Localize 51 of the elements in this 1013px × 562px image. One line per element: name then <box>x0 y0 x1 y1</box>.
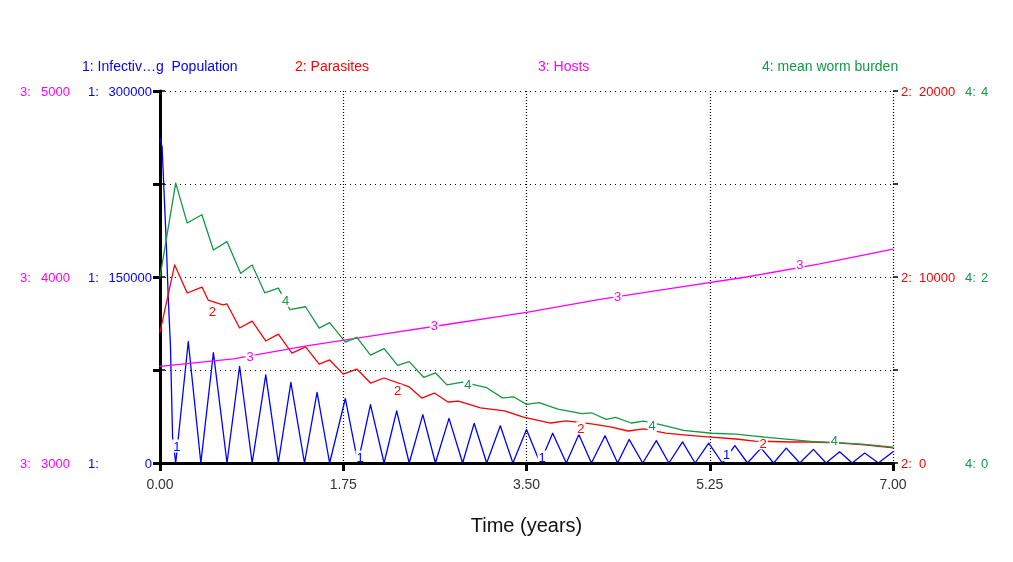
y-tick-label: 4 <box>981 83 989 99</box>
text: 1: <box>88 83 99 99</box>
y-tick-label: 2 <box>981 269 989 285</box>
y-tick-label: 150000 <box>108 269 152 285</box>
y-tick-label: 0 <box>144 455 152 471</box>
annotation: 4 <box>282 292 290 308</box>
line-series <box>159 248 894 367</box>
y3-tick-label: 4000 <box>41 269 70 285</box>
annotation: 3 <box>430 318 438 334</box>
y3-axis-title: 3: <box>20 455 31 471</box>
text: 1: <box>88 269 99 285</box>
annotation: 1 <box>722 446 731 462</box>
y3-tick-label: 5000 <box>41 83 70 99</box>
annotation: 4 <box>830 433 838 449</box>
y3-tick-label: 3000 <box>41 455 70 471</box>
text: 1: Infectiv…g Population <box>82 58 238 74</box>
annotation: 3 <box>246 349 254 365</box>
text: 4: <box>965 83 976 99</box>
y-tick-label: 300000 <box>108 83 152 99</box>
annotation: 4 <box>648 418 656 434</box>
x-tick-label: 7.00 <box>879 476 907 492</box>
y2-tick-label: 0 <box>919 455 927 471</box>
annotation: 1 <box>356 449 364 465</box>
text: 2: <box>901 83 912 99</box>
text: 2: <box>901 269 912 285</box>
annotation: 1 <box>538 449 546 465</box>
x-tick-label: 1.75 <box>329 476 358 492</box>
annotation: 2 <box>577 420 585 436</box>
text: 4: mean worm burden <box>762 58 899 74</box>
annotation: 3 <box>613 289 622 305</box>
y2-tick-label: 20000 <box>919 83 956 99</box>
x-tick-label: 0.00 <box>146 476 174 492</box>
text: 4: <box>965 269 976 285</box>
y2-tick-label: 10000 <box>919 269 956 285</box>
text: 2: Parasites <box>295 58 369 74</box>
x-axis-title: Time (years) <box>470 514 583 536</box>
text: 3: <box>20 269 31 285</box>
text: 3: Hosts <box>538 58 590 74</box>
annotation: 1 <box>173 438 181 454</box>
annotation: 2 <box>394 383 402 399</box>
x-tick-label: 3.50 <box>512 476 541 492</box>
text: 3: <box>20 83 31 99</box>
annotation: 3 <box>796 257 804 273</box>
y-tick-label: 0 <box>981 455 989 471</box>
x-tick-label: 5.25 <box>696 476 724 492</box>
annotation: 4 <box>464 377 472 393</box>
y-axis-title: 4: <box>965 455 976 471</box>
annotation: 2 <box>759 435 767 451</box>
y-axis-title: 1: <box>88 455 99 471</box>
y2-axis-title: 2: <box>901 455 912 471</box>
annotation: 2 <box>208 304 216 320</box>
